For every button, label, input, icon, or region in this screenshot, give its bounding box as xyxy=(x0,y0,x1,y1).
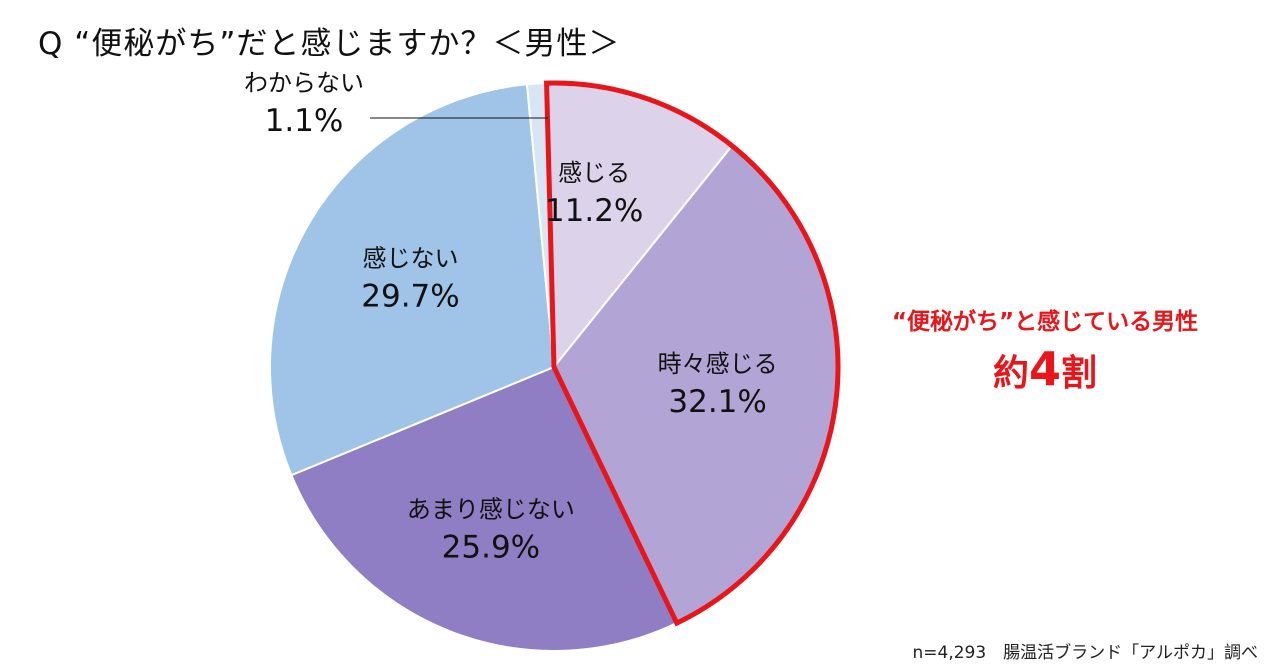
pie-slice xyxy=(269,83,556,477)
slice-value: 1.1% xyxy=(265,103,344,139)
callout-suffix: 割 xyxy=(1061,353,1098,394)
slice-label: 感じない 29.7% xyxy=(361,244,459,314)
slice-name: あまり感じない xyxy=(407,495,575,523)
slice-label: 感じる 11.2% xyxy=(545,159,643,229)
slice-value: 32.1% xyxy=(668,384,766,420)
callout-prefix: 約 xyxy=(992,353,1029,394)
slice-label: あまり感じない 25.9% xyxy=(407,495,575,565)
slice-value: 11.2% xyxy=(545,193,643,229)
slice-label: わからない 1.1% xyxy=(244,69,364,139)
callout: “便秘がち”と感じている男性 約4割 xyxy=(860,302,1230,396)
slice-name: 時々感じる xyxy=(658,350,778,378)
slice-name: わからない xyxy=(244,69,364,97)
highlight-outline xyxy=(544,80,841,627)
callout-value: 約4割 xyxy=(860,342,1230,396)
slice-labels: 感じる 11.2% 時々感じる 32.1% あまり感じない 25.9% 感じない 29.7% わ… xyxy=(244,69,778,565)
slice-value: 25.9% xyxy=(442,529,540,565)
slice-name: 感じない xyxy=(362,244,458,272)
pie-slice xyxy=(290,365,679,652)
slice-name: 感じる xyxy=(558,159,630,187)
slice-value: 29.7% xyxy=(361,278,459,314)
callout-text: “便秘がち”と感じている男性 xyxy=(891,309,1199,335)
chart-title: Q “便秘がち”だと感じますか？＜男性＞ xyxy=(38,26,621,62)
source-note: n=4,293 腸温活ブランド「アルポカ」調べ xyxy=(912,643,1258,663)
slice-label: 時々感じる 32.1% xyxy=(658,350,778,420)
callout-number: 4 xyxy=(1028,342,1061,396)
